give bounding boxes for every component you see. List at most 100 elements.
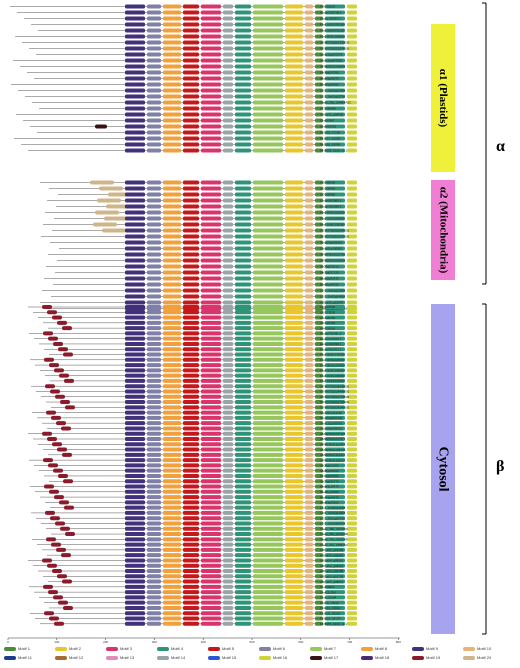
motif-2-box: [285, 400, 303, 405]
motif-16-box: [347, 252, 357, 257]
motif-2-box: [285, 600, 303, 605]
legend-label: Motif 15: [222, 655, 237, 660]
motif-19-box: [48, 463, 58, 468]
motif-4-box: [325, 222, 345, 227]
legend-item: Motif 20: [463, 655, 491, 660]
motif-1-box: [315, 389, 323, 394]
motif-5-box: [183, 363, 199, 368]
motif-4-box: [325, 384, 345, 389]
gene-label: Eucgr.J00957.1: [320, 17, 341, 21]
motif-3-box: [201, 558, 221, 563]
legend-label: Motif 19: [426, 655, 441, 660]
motif-1-box: [315, 300, 323, 305]
motif-4-box: [235, 616, 251, 621]
motif-3-box: [201, 180, 221, 185]
gene-label: Potri.010G230100: [320, 23, 345, 27]
alpha-label: α: [496, 138, 505, 155]
motif-5-box: [183, 288, 199, 293]
motif-4-box: [325, 400, 345, 405]
motif-16-box: [347, 558, 357, 563]
motif-2-box: [285, 505, 303, 510]
motif-7-box: [253, 58, 283, 63]
motif-14-box: [223, 270, 233, 275]
legend-item: Motif 6: [259, 646, 285, 651]
motif-4-box: [235, 415, 251, 420]
motif-10-box: [305, 136, 313, 141]
motif-14-box: [223, 516, 233, 521]
gene-label: GRMZM2G044945: [320, 65, 346, 69]
motif-14-box: [223, 246, 233, 251]
gene-row: Eucgr.F01981.1: [29, 331, 357, 336]
motif-7-box: [253, 521, 283, 526]
motif-8-box: [163, 574, 181, 579]
motif-2-box: [285, 216, 303, 221]
gene-row: Eucgr.D01701.1: [44, 347, 357, 351]
gene-label: Smo111360: [320, 590, 336, 594]
motif-8-box: [163, 222, 181, 227]
motif-9-box: [125, 82, 145, 87]
gene-row: GSVIVT01024349001: [51, 405, 357, 410]
gene-label: AtB_a05_g06906: [320, 113, 344, 117]
motif-3-box: [201, 112, 221, 117]
motif-4-box: [235, 336, 251, 341]
legend-label: Motif 17: [324, 655, 339, 660]
motif-10-box: [305, 516, 313, 521]
motif-7-box: [253, 410, 283, 415]
motif-4-box: [325, 315, 345, 320]
motif-10-box: [305, 405, 313, 410]
motif-6-box: [147, 82, 161, 87]
gene-row: Sb09g027050: [27, 70, 357, 75]
legend-item: Motif 4: [157, 646, 183, 651]
motif-6-box: [147, 584, 161, 589]
motif-16-box: [347, 28, 357, 33]
motif-6-box: [147, 389, 161, 394]
motif-1-box: [315, 378, 323, 383]
motif-19-box: [49, 489, 59, 494]
motif-4-box: [235, 526, 251, 531]
motif-4-box: [235, 142, 251, 147]
motif-14-box: [223, 228, 233, 233]
motif-19-box: [57, 447, 67, 452]
motif-1-box: [315, 484, 323, 489]
gene-row: GRMZM2G118197: [29, 458, 357, 462]
motif-8-box: [163, 505, 181, 510]
motif-2-box: [285, 58, 303, 63]
motif-7-box: [253, 294, 283, 299]
motif-5-box: [183, 373, 199, 378]
gene-label: GSVIVT01024349001: [320, 406, 350, 410]
motif-16-box: [347, 234, 357, 239]
motif-19-box: [56, 421, 66, 426]
motif-3-box: [201, 16, 221, 21]
motif-1-box: [315, 595, 323, 600]
motif-16-box: [347, 553, 357, 558]
motif-10-box: [305, 124, 313, 129]
motif-8-box: [163, 294, 181, 299]
motif-19-box: [65, 405, 75, 410]
motif-10-box: [305, 563, 313, 568]
motif-5-box: [183, 500, 199, 505]
motif-4-box: [235, 363, 251, 368]
motif-4-box: [235, 70, 251, 75]
motif-1-box: [315, 495, 323, 500]
motif-4-box: [325, 240, 345, 245]
motif-7-box: [253, 584, 283, 589]
motif-9-box: [125, 389, 145, 394]
motif-2-box: [285, 431, 303, 436]
motif-1-box: [315, 605, 323, 610]
motif-7-box: [253, 537, 283, 542]
motif-8-box: [163, 264, 181, 269]
motif-4-box: [235, 118, 251, 123]
motif-2-box: [285, 532, 303, 537]
motif-8-box: [163, 142, 181, 147]
motif-2-box: [285, 558, 303, 563]
motif-9-box: [125, 198, 145, 203]
motif-6-box: [147, 574, 161, 579]
motif-4-box: [325, 479, 345, 484]
motif-9-box: [125, 300, 145, 305]
motif-4-box: [235, 426, 251, 431]
motif-19-box: [47, 310, 57, 315]
motif-4-box: [325, 186, 345, 191]
motif-14-box: [223, 489, 233, 494]
motif-9-box: [125, 473, 145, 478]
motif-3-box: [201, 276, 221, 281]
